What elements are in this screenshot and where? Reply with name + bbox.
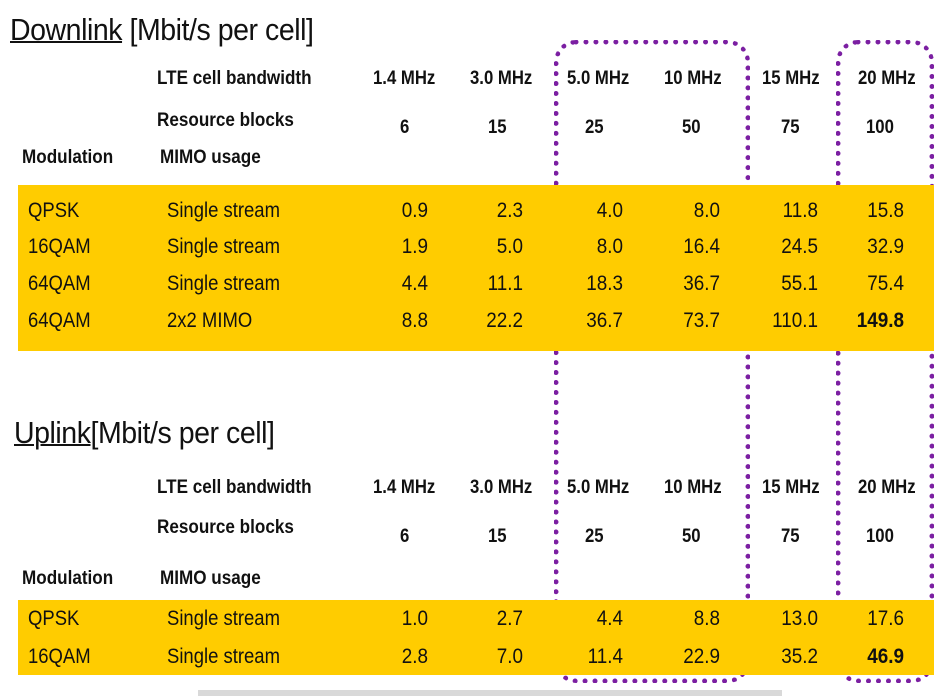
uplink-row-value: 11.4 bbox=[587, 645, 623, 668]
downlink-bandwidth-header: 20 MHz bbox=[858, 68, 916, 89]
downlink-row-modulation: 64QAM bbox=[28, 272, 91, 295]
downlink-row-value: 55.1 bbox=[781, 272, 818, 295]
uplink-bandwidth-header: 1.4 MHz bbox=[373, 477, 436, 498]
uplink-row-value: 22.9 bbox=[683, 645, 720, 668]
downlink-row-value: 1.9 bbox=[401, 235, 428, 258]
downlink-resource-block-value: 100 bbox=[866, 117, 894, 138]
downlink-title-main: Downlink bbox=[10, 12, 123, 47]
uplink-resource-block-value: 75 bbox=[781, 526, 800, 547]
downlink-row-modulation: 16QAM bbox=[28, 235, 91, 258]
downlink-bandwidth-header: 10 MHz bbox=[664, 68, 722, 89]
downlink-row-value: 16.4 bbox=[683, 235, 720, 258]
highlight-box-5-10mhz bbox=[554, 40, 750, 683]
downlink-title-unit: [Mbit/s per cell] bbox=[129, 12, 314, 47]
uplink-data-band bbox=[18, 600, 934, 675]
uplink-resource-blocks-label: Resource blocks bbox=[157, 517, 294, 538]
downlink-row-mimo: 2x2 MIMO bbox=[167, 309, 253, 332]
uplink-row-mimo: Single stream bbox=[167, 645, 280, 668]
downlink-row-modulation: QPSK bbox=[28, 199, 80, 222]
uplink-resource-block-value: 15 bbox=[488, 526, 507, 547]
uplink-row-value: 4.4 bbox=[596, 607, 623, 630]
uplink-title-main: Uplink bbox=[14, 415, 91, 450]
downlink-bandwidth-label: LTE cell bandwidth bbox=[157, 68, 312, 89]
downlink-bandwidth-header: 1.4 MHz bbox=[373, 68, 436, 89]
downlink-resource-block-value: 6 bbox=[400, 117, 410, 138]
uplink-bandwidth-header: 20 MHz bbox=[858, 477, 916, 498]
downlink-mimo-label: MIMO usage bbox=[160, 147, 261, 168]
uplink-title-unit: [Mbit/s per cell] bbox=[90, 415, 275, 450]
downlink-resource-block-value: 15 bbox=[488, 117, 507, 138]
downlink-row-value: 4.4 bbox=[401, 272, 428, 295]
uplink-row-value: 1.0 bbox=[401, 607, 428, 630]
uplink-row-value: 2.7 bbox=[496, 607, 523, 630]
downlink-row-value: 11.8 bbox=[782, 199, 818, 222]
downlink-row-value: 8.0 bbox=[693, 199, 720, 222]
uplink-bandwidth-header: 5.0 MHz bbox=[567, 477, 630, 498]
downlink-row-value: 36.7 bbox=[683, 272, 720, 295]
uplink-bandwidth-header: 15 MHz bbox=[762, 477, 820, 498]
downlink-row-value: 22.2 bbox=[486, 309, 523, 332]
uplink-modulation-label: Modulation bbox=[22, 568, 114, 589]
uplink-row-value: 8.8 bbox=[693, 607, 720, 630]
uplink-title: Uplink[Mbit/s per cell] bbox=[14, 415, 275, 451]
downlink-row-value: 18.3 bbox=[586, 272, 623, 295]
uplink-bandwidth-header: 3.0 MHz bbox=[470, 477, 533, 498]
downlink-row-modulation: 64QAM bbox=[28, 309, 91, 332]
downlink-resource-block-value: 75 bbox=[781, 117, 800, 138]
downlink-resource-block-value: 50 bbox=[682, 117, 701, 138]
uplink-resource-block-value: 50 bbox=[682, 526, 701, 547]
downlink-row-value: 24.5 bbox=[781, 235, 818, 258]
downlink-row-value: 75.4 bbox=[867, 272, 904, 295]
highlight-box-20mhz bbox=[836, 40, 934, 683]
downlink-resource-block-value: 25 bbox=[585, 117, 604, 138]
downlink-row-value: 73.7 bbox=[683, 309, 720, 332]
uplink-row-value: 35.2 bbox=[781, 645, 818, 668]
uplink-row-mimo: Single stream bbox=[167, 607, 280, 630]
uplink-bandwidth-label: LTE cell bandwidth bbox=[157, 477, 312, 498]
uplink-row-value: 13.0 bbox=[781, 607, 818, 630]
uplink-row-modulation: QPSK bbox=[28, 607, 80, 630]
downlink-row-value: 5.0 bbox=[496, 235, 523, 258]
uplink-bandwidth-header: 10 MHz bbox=[664, 477, 722, 498]
uplink-row-value: 2.8 bbox=[401, 645, 428, 668]
downlink-row-value: 110.1 bbox=[772, 309, 818, 332]
downlink-row-value: 8.8 bbox=[401, 309, 428, 332]
downlink-row-value: 2.3 bbox=[496, 199, 523, 222]
downlink-modulation-label: Modulation bbox=[22, 147, 114, 168]
uplink-resource-block-value: 100 bbox=[866, 526, 894, 547]
uplink-resource-block-value: 25 bbox=[585, 526, 604, 547]
uplink-mimo-label: MIMO usage bbox=[160, 568, 261, 589]
downlink-data-band bbox=[18, 185, 934, 351]
downlink-row-value: 8.0 bbox=[596, 235, 623, 258]
footer-scrollbar[interactable] bbox=[198, 690, 782, 696]
downlink-row-value: 15.8 bbox=[867, 199, 904, 222]
downlink-title: Downlink [Mbit/s per cell] bbox=[10, 12, 314, 48]
downlink-row-value: 32.9 bbox=[867, 235, 904, 258]
downlink-bandwidth-header: 3.0 MHz bbox=[470, 68, 533, 89]
downlink-resource-blocks-label: Resource blocks bbox=[157, 110, 294, 131]
uplink-row-modulation: 16QAM bbox=[28, 645, 91, 668]
downlink-row-value: 11.1 bbox=[487, 272, 523, 295]
downlink-row-value: 149.8 bbox=[856, 309, 904, 332]
uplink-row-value: 17.6 bbox=[867, 607, 904, 630]
downlink-row-value: 36.7 bbox=[586, 309, 623, 332]
downlink-row-mimo: Single stream bbox=[167, 235, 280, 258]
downlink-row-mimo: Single stream bbox=[167, 272, 280, 295]
downlink-row-value: 4.0 bbox=[596, 199, 623, 222]
downlink-bandwidth-header: 5.0 MHz bbox=[567, 68, 630, 89]
uplink-row-value: 7.0 bbox=[496, 645, 523, 668]
downlink-bandwidth-header: 15 MHz bbox=[762, 68, 820, 89]
uplink-resource-block-value: 6 bbox=[400, 526, 410, 547]
downlink-row-value: 0.9 bbox=[401, 199, 428, 222]
downlink-row-mimo: Single stream bbox=[167, 199, 280, 222]
uplink-row-value: 46.9 bbox=[867, 645, 904, 668]
